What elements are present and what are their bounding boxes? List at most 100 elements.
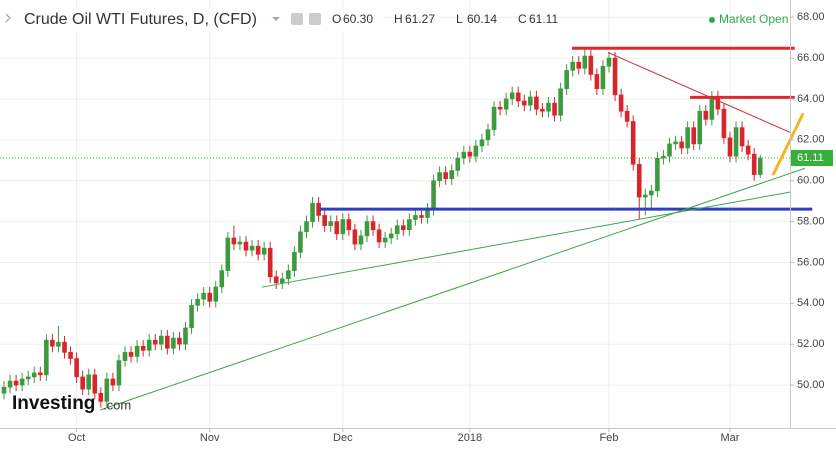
candle-body [624, 110, 630, 122]
candle-body [273, 276, 279, 284]
candle-body [558, 88, 563, 116]
candle-body [685, 127, 690, 149]
candle-body [461, 151, 467, 159]
candle-body [213, 286, 219, 302]
candle-body [612, 57, 618, 96]
candle-body [606, 57, 612, 67]
x-tick-label: Nov [200, 432, 220, 444]
candle-body [255, 245, 261, 255]
candle-body [528, 96, 533, 106]
candle-body [509, 92, 515, 100]
candle-body [661, 155, 666, 159]
candle-body [219, 270, 225, 288]
candle-body [673, 141, 678, 145]
y-tick-label: 62.00 [797, 134, 825, 146]
candle-body [322, 215, 327, 226]
candle-body [86, 374, 91, 390]
candle-body [146, 339, 152, 351]
candle-body [697, 110, 703, 145]
candle-body [655, 157, 660, 192]
y-tick-label: 66.00 [797, 52, 825, 64]
eye-icon[interactable] [291, 13, 303, 25]
candle-body [110, 378, 116, 386]
candle-body [618, 94, 624, 112]
candle-body [534, 96, 539, 110]
candle-body [304, 221, 309, 233]
candle-body [703, 110, 709, 120]
candle-body [400, 225, 406, 231]
collapse-icon[interactable] [5, 13, 11, 23]
candle-body [310, 202, 315, 222]
candle-body [600, 65, 606, 90]
candle-body [104, 378, 110, 402]
candle-body [376, 229, 382, 243]
candle-body [437, 172, 442, 182]
candle-body [709, 96, 715, 120]
candle-body [177, 337, 182, 345]
candle-body [382, 237, 388, 243]
x-tick-label: Dec [333, 432, 353, 444]
drawings [100, 46, 813, 411]
candle-body [298, 231, 303, 253]
settings-icon[interactable] [309, 13, 321, 25]
last-price-label: 61.11 [797, 152, 824, 164]
trend-line [100, 167, 806, 411]
candle-body [649, 190, 654, 196]
candle-body [642, 194, 648, 198]
candle-body [564, 70, 569, 90]
candle-body [165, 335, 170, 349]
candle-body [721, 108, 727, 139]
candle-body [183, 327, 188, 345]
candle-body [364, 221, 370, 237]
candle-body [521, 100, 527, 106]
market-status: Market Open [719, 12, 788, 26]
candle-body [503, 98, 509, 110]
chart-title: Crude Oil WTI Futures, D, (CFD) [24, 11, 257, 28]
candle-body [757, 157, 763, 175]
candle-body [691, 127, 697, 145]
candle-body [497, 106, 503, 110]
candle-body [485, 129, 491, 141]
candle-body [370, 221, 376, 231]
candle-body [630, 121, 636, 165]
candle-body [37, 372, 43, 376]
last-price-tag [791, 150, 833, 167]
candle-body [576, 61, 582, 69]
candle-body [340, 219, 346, 235]
ohlc-key: H [394, 12, 403, 26]
candle-body [334, 221, 340, 235]
candle-body [243, 241, 249, 251]
candle-body [292, 251, 297, 271]
y-tick-label: 50.00 [797, 379, 825, 391]
candle-body [19, 378, 25, 386]
x-tick-label: 2018 [458, 432, 482, 444]
dropdown-icon[interactable] [272, 17, 280, 21]
logo-name: Investing [12, 393, 95, 414]
candle-body [195, 298, 200, 306]
candle-body [552, 102, 557, 116]
candle-body [207, 292, 212, 302]
candle-body [636, 164, 642, 198]
candle-body [171, 337, 176, 349]
candle-body [44, 339, 49, 376]
candle-body [467, 151, 473, 157]
candle-body [152, 339, 158, 345]
candle-body [449, 170, 455, 179]
y-tick-label: 54.00 [797, 297, 825, 309]
candle-body [31, 372, 37, 378]
candle-body [56, 341, 61, 347]
y-tick-label: 56.00 [797, 256, 825, 268]
candle-body [261, 247, 267, 255]
candle-body [62, 341, 67, 353]
candle-body [225, 237, 231, 271]
y-tick-label: 52.00 [797, 338, 825, 350]
candle-body [594, 74, 600, 90]
y-tick-label: 58.00 [797, 215, 825, 227]
x-tick-label: Feb [600, 432, 619, 444]
candle-body [679, 141, 684, 149]
candle-body [419, 215, 424, 218]
candle-body [201, 292, 206, 300]
candle-body [352, 229, 358, 245]
